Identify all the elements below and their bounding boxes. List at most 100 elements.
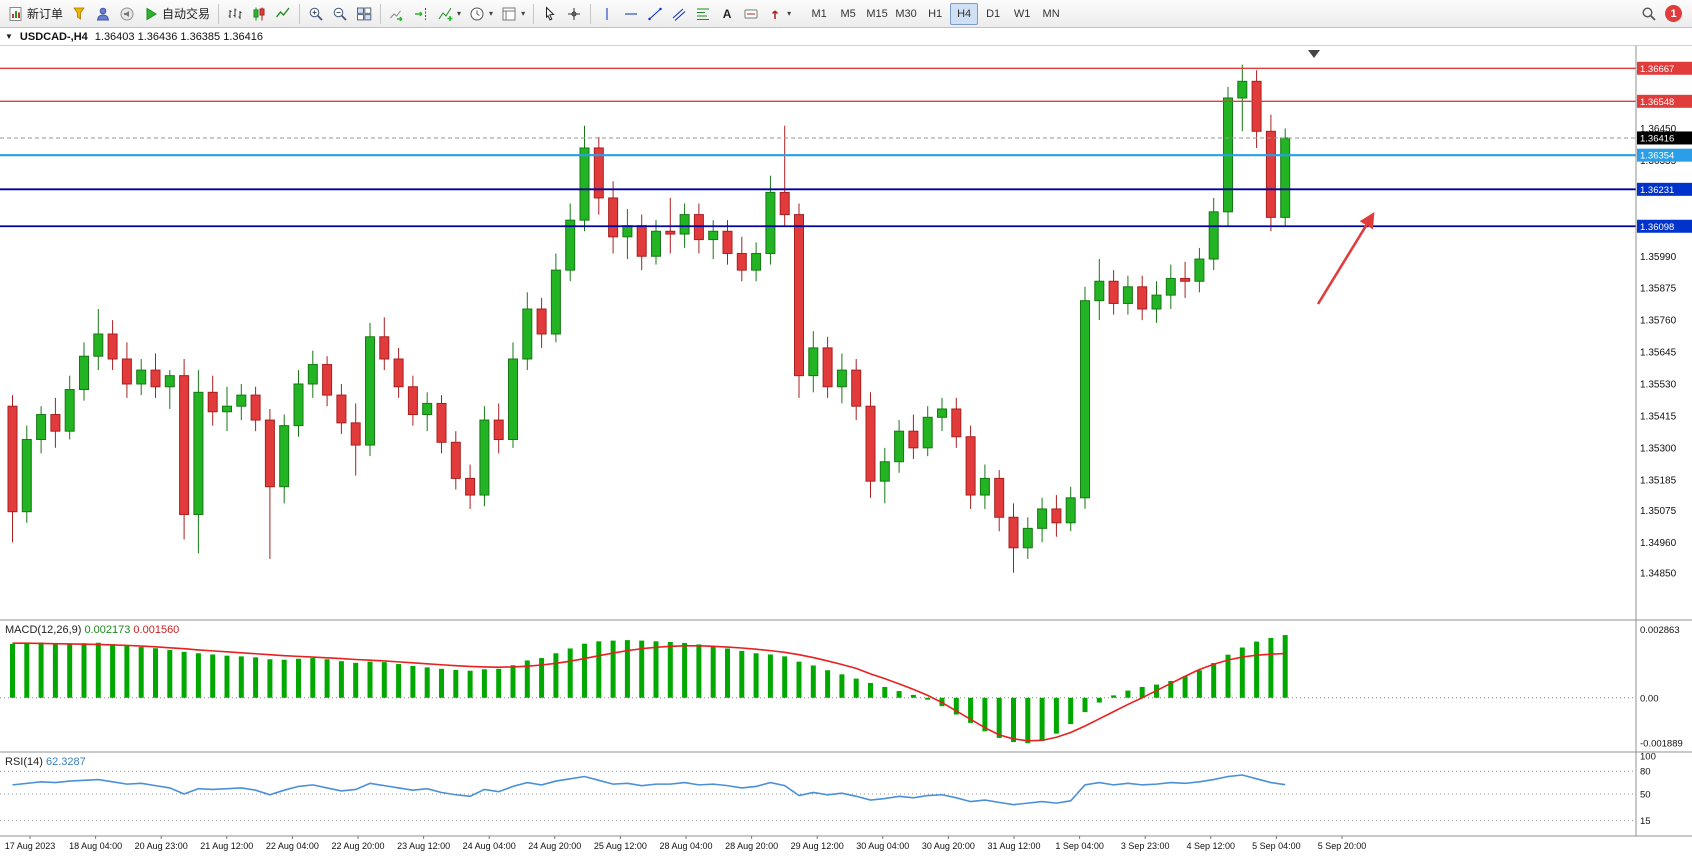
candle [679, 214, 690, 235]
text-tool[interactable]: A [715, 2, 739, 26]
cursor-button[interactable] [538, 2, 562, 26]
date-label: 22 Aug 20:00 [331, 841, 384, 851]
tile-windows-button[interactable] [352, 2, 376, 26]
candle [264, 419, 275, 488]
candle [550, 269, 561, 335]
date-label: 25 Aug 12:00 [594, 841, 647, 851]
candle [350, 422, 361, 446]
timeframe-d1[interactable]: D1 [979, 3, 1007, 25]
timeframe-m15[interactable]: M15 [863, 3, 891, 25]
svg-text:1.36098: 1.36098 [1640, 222, 1674, 233]
navigator-button[interactable] [91, 2, 115, 26]
date-label: 22 Aug 04:00 [266, 841, 319, 851]
price-tick: 1.34850 [1640, 568, 1677, 579]
horizontal-line-tool[interactable] [619, 2, 643, 26]
templates-dropdown[interactable]: ▾ [497, 2, 529, 26]
candle [508, 358, 518, 441]
date-label: 1 Sep 04:00 [1055, 841, 1104, 851]
market-watch-button[interactable] [67, 2, 91, 26]
timeframe-m1[interactable]: M1 [805, 3, 833, 25]
zoom-in-button[interactable] [304, 2, 328, 26]
candle [36, 414, 47, 441]
candle [908, 430, 919, 449]
search-button[interactable] [1637, 2, 1661, 26]
chart-shift-button[interactable] [409, 2, 433, 26]
label-tool[interactable] [739, 2, 763, 26]
macd-signal-line [12, 642, 1286, 742]
periods-dropdown[interactable]: ▾ [465, 2, 497, 26]
toolbar-separator [299, 3, 301, 24]
candle [450, 441, 461, 479]
timeframe-h1[interactable]: H1 [921, 3, 949, 25]
candle [636, 225, 647, 257]
indicators-dropdown[interactable]: ▾ [433, 2, 465, 26]
candle [150, 369, 161, 388]
date-label: 30 Aug 20:00 [922, 841, 975, 851]
price-tick: 1.34960 [1640, 538, 1677, 549]
trendline-tool[interactable] [643, 2, 667, 26]
new-order-label: 新订单 [27, 7, 64, 21]
svg-text:1.36354: 1.36354 [1640, 151, 1674, 162]
crosshair-icon [568, 7, 581, 20]
price-tick: 1.35990 [1640, 252, 1677, 263]
price-badge: 1.36098 [1637, 219, 1692, 233]
tile-windows-icon [357, 7, 372, 20]
bar-chart-button[interactable] [223, 2, 247, 26]
notification-badge[interactable]: 1 [1665, 5, 1682, 22]
candle [536, 308, 547, 335]
price-badge: 1.36231 [1637, 182, 1692, 196]
price-tick: 1.35530 [1640, 379, 1677, 390]
collapse-icon[interactable]: ▼ [5, 32, 13, 41]
macd-axis-tick: 0.00 [1640, 693, 1659, 704]
zoom-out-button[interactable] [328, 2, 352, 26]
shift-marker[interactable] [1308, 50, 1320, 58]
date-label: 18 Aug 04:00 [69, 841, 122, 851]
timeframe-m5[interactable]: M5 [834, 3, 862, 25]
profile-icon [96, 7, 110, 20]
arrow-annotation[interactable] [1316, 212, 1375, 305]
candle [708, 230, 719, 241]
channel-icon [672, 8, 686, 21]
candle [808, 347, 819, 377]
zoom-out-icon [333, 7, 347, 21]
auto-scroll-button[interactable] [385, 2, 409, 26]
date-label: 21 Aug 12:00 [200, 841, 253, 851]
fibonacci-tool[interactable] [691, 2, 715, 26]
candlestick-chart-button[interactable] [247, 2, 271, 26]
auto-trading-button[interactable]: 自动交易 [139, 2, 214, 26]
date-label: 29 Aug 12:00 [791, 841, 844, 851]
candle [21, 439, 32, 513]
new-order-button[interactable]: 新订单 [4, 2, 67, 26]
candle [493, 419, 504, 441]
toolbar-separator [218, 3, 220, 24]
channel-tool[interactable] [667, 2, 691, 26]
price-tick: 1.35075 [1640, 506, 1677, 517]
candle [1265, 130, 1276, 218]
timeframe-h4[interactable]: H4 [950, 2, 979, 25]
timeframe-w1[interactable]: W1 [1008, 3, 1036, 25]
candle [179, 375, 190, 515]
candlestick-icon [253, 7, 265, 20]
price-tick: 1.35300 [1640, 443, 1677, 454]
candle [322, 364, 333, 396]
timeframe-mn[interactable]: MN [1037, 3, 1065, 25]
zoom-in-icon [309, 7, 323, 21]
auto-scroll-icon [390, 10, 403, 21]
date-label: 28 Aug 20:00 [725, 841, 778, 851]
crosshair-button[interactable] [562, 2, 586, 26]
vertical-line-tool[interactable] [595, 2, 619, 26]
candle [1151, 294, 1162, 310]
candle [279, 425, 290, 488]
candle [836, 369, 847, 388]
candle [1037, 508, 1048, 529]
candle [779, 191, 790, 216]
timeframe-m30[interactable]: M30 [892, 3, 920, 25]
candle [479, 419, 490, 496]
indicators-icon [438, 7, 453, 21]
arrows-dropdown[interactable]: ▾ [763, 2, 795, 26]
chart-canvas[interactable]: 1.364501.363351.359901.358751.357601.356… [0, 46, 1692, 856]
line-chart-button[interactable] [271, 2, 295, 26]
candle [951, 408, 962, 438]
candle [1122, 286, 1133, 304]
terminal-button[interactable] [115, 2, 139, 26]
